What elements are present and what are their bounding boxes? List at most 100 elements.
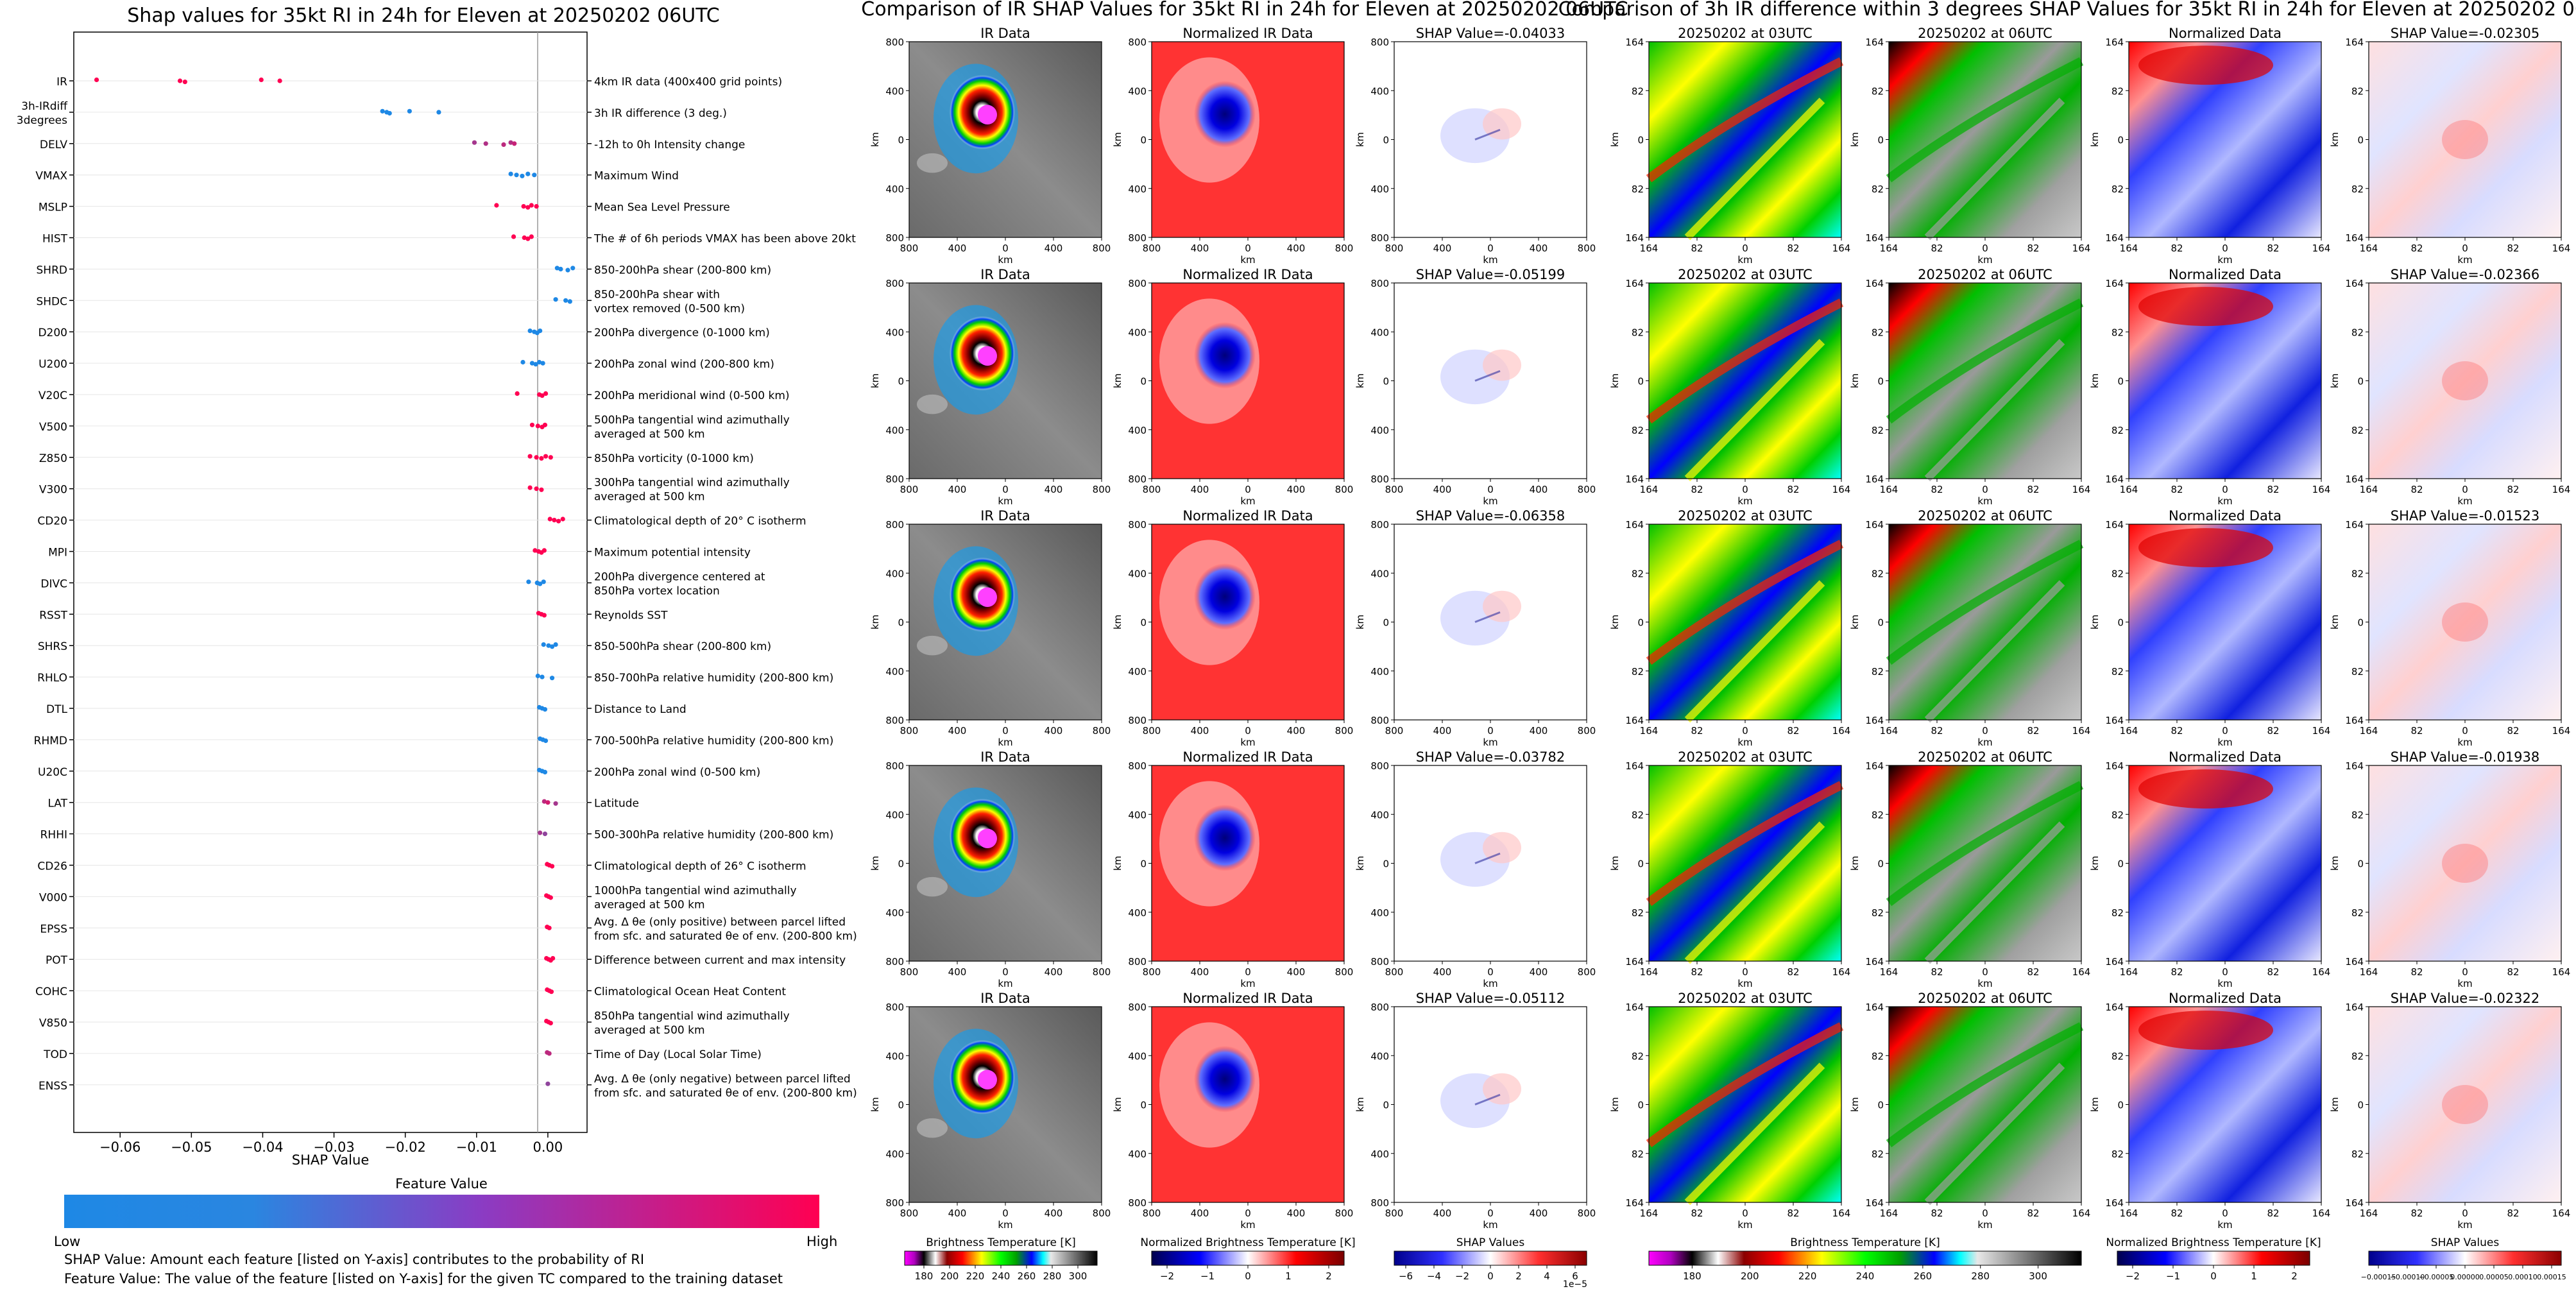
shap-point (529, 234, 534, 239)
y-tick-label: 82 (2111, 666, 2124, 678)
shap-xtick-label: −0.02 (384, 1140, 425, 1155)
shap-point (541, 642, 546, 647)
y-tick-label: 800 (885, 715, 904, 726)
y-tick-label: 800 (1370, 474, 1389, 485)
x-tick-label: 800 (1335, 484, 1354, 495)
x-tick-label: 400 (1433, 966, 1452, 978)
shap-feature-description: averaged at 500 km (594, 898, 705, 911)
diff-band-2 (1684, 580, 1825, 723)
shap-feature-label: Z850 (39, 452, 67, 465)
shap-point (532, 173, 537, 178)
irdiff-cell-title: Normalized Data (2169, 26, 2282, 41)
y-tick-label: 164 (2105, 474, 2124, 485)
irdiff-cell-title: SHAP Value=-0.02305 (2391, 26, 2540, 41)
y-tick-label: 0 (1383, 617, 1389, 629)
y-tick-label: 400 (1370, 425, 1389, 436)
y-tick-label: 82 (2351, 1050, 2364, 1062)
y-tick-label: 400 (1370, 327, 1389, 338)
y-axis-unit-label: km (1609, 1097, 1621, 1112)
x-tick-label: 800 (1335, 1208, 1354, 1219)
ir-cell-title: Normalized IR Data (1182, 508, 1313, 524)
shap-point (527, 454, 533, 459)
shap-feature-label: SHDC (36, 295, 67, 308)
shap-feature-description: Maximum Wind (594, 170, 679, 183)
y-axis-unit-label: km (2329, 1097, 2341, 1112)
y-axis-unit-label: km (2329, 132, 2341, 147)
x-tick-label: 400 (1433, 484, 1452, 495)
x-tick-label: 82 (1691, 966, 1703, 978)
y-tick-label: 0 (1637, 858, 1644, 870)
irdiff-cell-title: 20250202 at 06UTC (1918, 749, 2052, 765)
shap-feature-description: 850hPa tangential wind azimuthally (594, 1010, 790, 1023)
diff-shap-spot (2442, 120, 2488, 159)
x-tick-label: 0 (1742, 484, 1748, 495)
y-tick-label: 0 (898, 376, 904, 388)
colorbar-label: Brightness Temperature [K] (1790, 1236, 1940, 1249)
x-tick-label: 82 (2027, 1208, 2039, 1219)
x-tick-label: 800 (1578, 966, 1596, 978)
shap-point (529, 361, 535, 366)
shap-xtick-label: −0.04 (242, 1140, 283, 1155)
y-tick-label: 0 (2117, 1100, 2124, 1111)
y-tick-label: 82 (2351, 568, 2364, 579)
x-axis-unit-label: km (1977, 978, 1992, 989)
shap-feature-label: V850 (39, 1017, 67, 1030)
storm-core (978, 346, 997, 366)
y-tick-label: 164 (1625, 956, 1644, 968)
x-tick-label: 82 (2267, 484, 2279, 495)
shap-point (512, 141, 517, 146)
y-tick-label: 82 (2351, 666, 2364, 678)
diff-shap-field (2369, 283, 2561, 479)
x-tick-label: 0 (2462, 243, 2468, 254)
y-axis-unit-label: km (869, 1097, 881, 1112)
shap-point (472, 140, 477, 145)
y-axis-unit-label: km (1354, 132, 1366, 147)
x-tick-label: 400 (1045, 484, 1063, 495)
x-tick-label: 164 (2072, 725, 2091, 737)
colorbar-tick-label: 0 (1487, 1270, 1494, 1282)
diff-band (1646, 540, 1844, 665)
y-axis-unit-label: km (1849, 373, 1861, 388)
x-tick-label: 82 (2267, 725, 2279, 737)
y-tick-label: 0 (898, 617, 904, 629)
x-tick-label: 164 (2312, 1208, 2331, 1219)
y-tick-label: 0 (1877, 135, 1884, 146)
colorbar-tick-label: 6 (1572, 1270, 1578, 1282)
x-tick-label: 82 (1787, 725, 1799, 737)
shap-feature-description: 850-500hPa shear (200-800 km) (594, 640, 771, 653)
x-axis-unit-label: km (2457, 978, 2472, 989)
x-axis-unit-label: km (2217, 254, 2232, 266)
irdiff-cell-title: Normalized Data (2169, 991, 2282, 1006)
shap-feature-description: The # of 6h periods VMAX has been above … (593, 233, 856, 246)
cloud-streak (917, 394, 948, 414)
x-tick-label: 800 (900, 966, 919, 978)
y-tick-label: 800 (1128, 956, 1147, 968)
x-tick-label: 164 (2120, 243, 2138, 254)
y-tick-label: 164 (1625, 1002, 1644, 1013)
shap-red-patch (1483, 108, 1521, 140)
x-tick-label: 400 (1045, 966, 1063, 978)
x-axis-unit-label: km (1737, 1219, 1752, 1231)
y-axis-unit-label: km (1609, 615, 1621, 629)
diff-band (1886, 298, 2084, 424)
shap-point (387, 110, 392, 116)
shap-rows: IR 4km IR data (400x400 grid points) 3h-IR… (17, 76, 857, 1100)
x-tick-label: 0 (1487, 1208, 1494, 1219)
irdiff-cell-title: SHAP Value=-0.02366 (2391, 267, 2540, 282)
x-tick-label: 164 (2360, 1208, 2378, 1219)
x-axis-unit-label: km (998, 495, 1012, 507)
x-tick-label: 164 (1832, 725, 1851, 737)
x-tick-label: 164 (2552, 484, 2571, 495)
shap-point (529, 422, 535, 427)
shap-xtick-label: 0.00 (533, 1140, 563, 1155)
shap-feature-label: V20C (38, 389, 67, 402)
x-tick-label: 82 (2410, 725, 2423, 737)
y-axis-unit-label: km (1112, 1097, 1123, 1112)
y-tick-label: 0 (2117, 617, 2124, 629)
x-tick-label: 82 (2507, 484, 2519, 495)
shap-feature-label: HIST (42, 233, 68, 246)
